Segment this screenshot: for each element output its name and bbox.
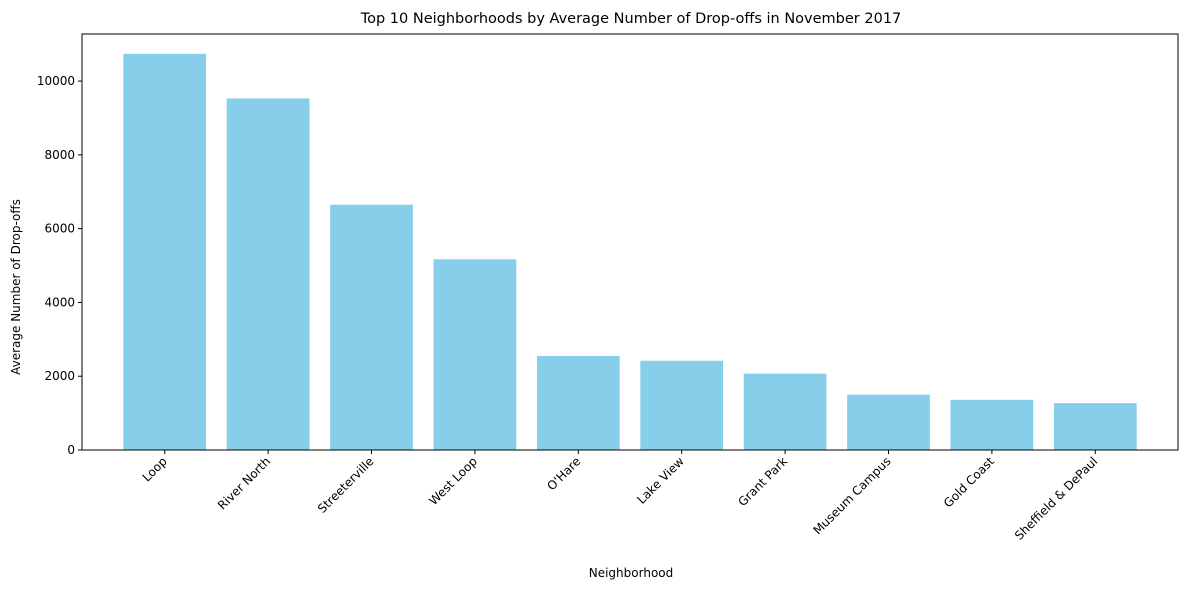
bar-gold-coast bbox=[950, 399, 1034, 450]
plot-area: Loop River North Streeterville West Loop O'H… bbox=[37, 33, 1179, 543]
bar-river-north bbox=[226, 98, 310, 451]
bar-streeterville bbox=[330, 204, 413, 450]
y-axis-ticks: 0 2000 4000 6000 8000 10000 bbox=[37, 74, 82, 457]
bar-sheffield-depaul bbox=[1053, 403, 1137, 450]
x-axis-ticks: Loop River North Streeterville West Loop O'H… bbox=[140, 450, 1100, 543]
bar-o-hare bbox=[536, 355, 620, 450]
bar-lake-view bbox=[640, 360, 724, 450]
x-axis-title: Neighborhood bbox=[589, 566, 674, 580]
y-tick-label: 2000 bbox=[44, 369, 75, 383]
x-tick-label: Museum Campus bbox=[810, 454, 893, 537]
bar-west-loop bbox=[433, 259, 517, 450]
x-tick-label: O'Hare bbox=[544, 454, 583, 493]
chart-title: Top 10 Neighborhoods by Average Number o… bbox=[360, 11, 902, 27]
bars bbox=[123, 53, 1137, 451]
bar-grant-park bbox=[743, 373, 827, 450]
y-tick-label: 6000 bbox=[44, 222, 75, 236]
y-tick-label: 0 bbox=[67, 443, 75, 457]
x-tick-label: West Loop bbox=[426, 454, 480, 508]
x-tick-label: Streeterville bbox=[315, 454, 377, 516]
y-tick-label: 4000 bbox=[44, 295, 75, 309]
x-tick-label: Sheffield & DePaul bbox=[1012, 454, 1100, 542]
x-tick-label: Loop bbox=[140, 454, 170, 484]
x-tick-label: Gold Coast bbox=[941, 454, 997, 510]
x-tick-label: River North bbox=[215, 454, 273, 512]
y-tick-label: 10000 bbox=[37, 74, 75, 88]
y-axis-title: Average Number of Drop-offs bbox=[9, 199, 23, 375]
x-tick-label: Lake View bbox=[634, 454, 687, 507]
plot-frame bbox=[81, 33, 1179, 451]
bar-museum-campus bbox=[847, 394, 930, 450]
bar-loop bbox=[123, 53, 207, 451]
y-tick-label: 8000 bbox=[44, 148, 75, 162]
x-tick-label: Grant Park bbox=[735, 454, 790, 509]
